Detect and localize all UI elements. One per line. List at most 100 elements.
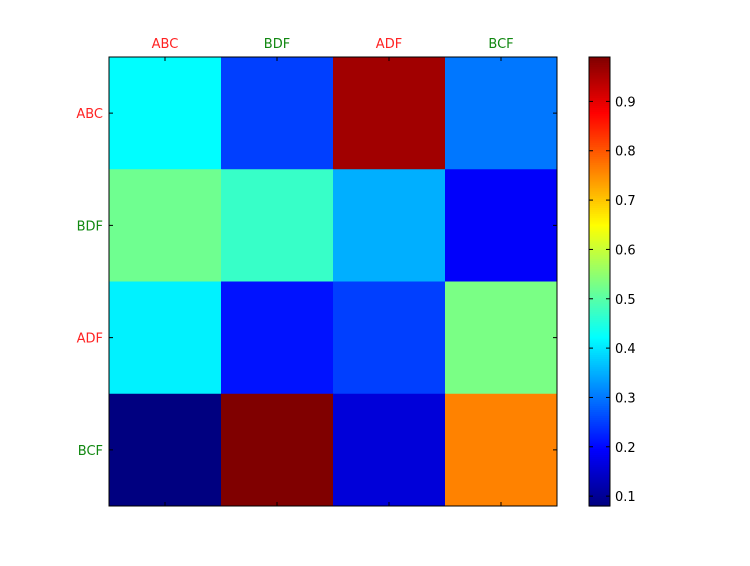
colorbar-segment <box>589 199 610 203</box>
colorbar-segment <box>589 110 610 113</box>
colorbar-segment <box>589 499 610 503</box>
colorbar-segment <box>589 252 610 256</box>
colorbar-segment <box>589 430 610 434</box>
heatmap-cell-bdf-bdf <box>221 169 334 282</box>
colorbar-segment <box>589 197 610 201</box>
colorbar-segment <box>589 259 610 262</box>
colorbar-segment <box>589 324 610 327</box>
colorbar-segment <box>589 148 610 152</box>
colorbar-segment <box>589 444 610 448</box>
colorbar-segment <box>589 414 610 417</box>
colorbar-segment <box>589 285 610 289</box>
colorbar-segment <box>589 220 610 223</box>
colorbar-segment <box>589 350 610 354</box>
colorbar-segment <box>589 475 610 479</box>
colorbar-segment <box>589 342 610 346</box>
colorbar-segment <box>589 410 610 413</box>
colorbar-segment <box>589 112 610 115</box>
colorbar-segment <box>589 201 610 205</box>
colorbar-segment <box>589 273 610 276</box>
colorbar-segment <box>589 377 610 381</box>
colorbar-segment <box>589 473 610 476</box>
colorbar-segment <box>589 85 610 89</box>
colorbar-segment <box>589 177 610 181</box>
colorbar-segment <box>589 116 610 119</box>
colorbar-segment <box>589 203 610 207</box>
colorbar-segment <box>589 332 610 336</box>
colorbar-segment <box>589 432 610 436</box>
colorbar-segment <box>589 289 610 293</box>
colorbar-segment <box>589 234 610 238</box>
colorbar-segment <box>589 73 610 76</box>
colorbar-segment <box>589 291 610 295</box>
colorbar-segment <box>589 330 610 334</box>
colorbar-segment <box>589 97 610 101</box>
colorbar-segment <box>589 265 610 268</box>
colorbar-segment <box>589 218 610 221</box>
colorbar-segment <box>589 389 610 393</box>
colorbar-segment <box>589 248 610 252</box>
colorbar-segment <box>589 457 610 460</box>
colorbar-segment <box>589 146 610 150</box>
colorbar-segment <box>589 299 610 303</box>
colorbar-segment <box>589 363 610 366</box>
colorbar-segment <box>589 108 610 111</box>
colorbar-segment <box>589 261 610 264</box>
colorbar-segment <box>589 187 610 191</box>
colorbar-segment <box>589 144 610 148</box>
colorbar-segment <box>589 391 610 395</box>
colorbar-segment <box>589 126 610 130</box>
colorbar-segment <box>589 346 610 350</box>
colorbar-segment <box>589 254 610 258</box>
colorbar-segment <box>589 338 610 342</box>
colorbar-segment <box>589 277 610 281</box>
colorbar-segment <box>589 89 610 93</box>
x-tick-label-bdf: BDF <box>264 37 290 52</box>
colorbar-segment <box>589 118 610 121</box>
colorbar-segment <box>589 267 610 270</box>
colorbar-segment <box>589 93 610 97</box>
colorbar-segment <box>589 352 610 356</box>
colorbar-segment <box>589 418 610 421</box>
colorbar-segment <box>589 83 610 87</box>
colorbar-segment <box>589 61 610 64</box>
y-tick-label-bdf: BDF <box>77 219 103 234</box>
y-tick-labels: ABC BDF ADF BCF <box>76 107 103 459</box>
colorbar-segment <box>589 379 610 383</box>
colorbar-segment <box>589 381 610 385</box>
colorbar-segment <box>589 397 610 401</box>
colorbar-segment <box>589 399 610 403</box>
colorbar-tick-label: 0.8 <box>615 145 636 160</box>
heatmap-cell-bdf-abc <box>109 169 222 282</box>
colorbar-frame <box>588 56 611 507</box>
colorbar-segment <box>589 150 610 154</box>
colorbar-segment <box>589 314 610 317</box>
colorbar-segment <box>589 226 610 230</box>
colorbar-segment <box>589 340 610 344</box>
colorbar-segment <box>589 87 610 91</box>
y-tick-label-bcf: BCF <box>78 444 103 459</box>
colorbar-segment <box>589 446 610 450</box>
colorbar-segment <box>589 173 610 176</box>
colorbar-segment <box>589 497 610 501</box>
heatmap-cell-bdf-bcf <box>445 169 558 282</box>
colorbar-segment <box>589 167 610 170</box>
colorbar-segment <box>589 303 610 307</box>
heatmap-cell-bcf-bcf <box>445 393 558 507</box>
colorbar-segment <box>589 501 610 505</box>
colorbar-segment <box>589 263 610 266</box>
colorbar-segment <box>589 57 610 60</box>
colorbar-segment <box>589 383 610 387</box>
x-tick-label-adf: ADF <box>376 37 402 52</box>
colorbar-segment <box>589 301 610 305</box>
colorbar-segment <box>589 240 610 244</box>
colorbar-segment <box>589 114 610 117</box>
heatmap-cell-adf-bdf <box>221 281 334 395</box>
heatmap-cell-adf-abc <box>109 281 222 395</box>
heatmap-cell-bcf-abc <box>109 393 222 507</box>
colorbar-tick-label: 0.1 <box>615 490 636 505</box>
heatmap-cell-bcf-bdf <box>221 393 334 507</box>
colorbar-tick-label: 0.7 <box>615 194 636 209</box>
colorbar-segment <box>589 210 610 213</box>
